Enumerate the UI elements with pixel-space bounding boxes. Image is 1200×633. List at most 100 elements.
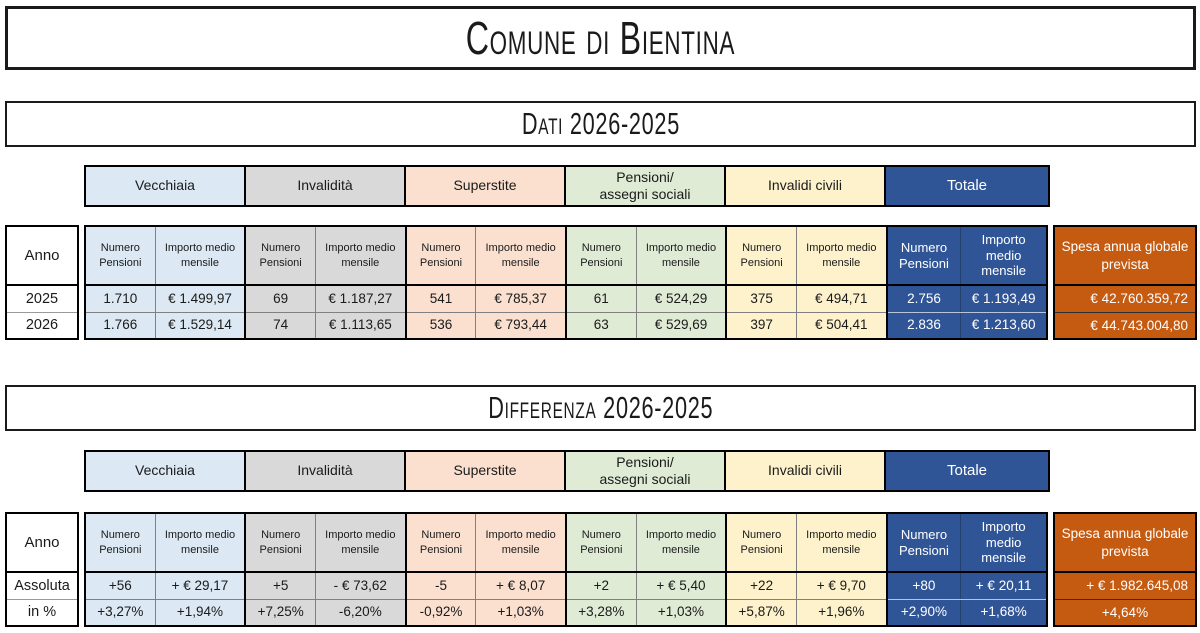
column-header-importo: Importo medio mensile bbox=[960, 225, 1048, 286]
category-header-totale: Totale bbox=[884, 166, 1049, 206]
data-cell: € 504,41 bbox=[795, 311, 888, 340]
row-label: 2026 bbox=[5, 311, 79, 340]
data-cell: -0,92% bbox=[404, 598, 477, 627]
spesa-value: + € 1.982.645,08 bbox=[1053, 571, 1197, 600]
data-cell: € 1.213,60 bbox=[960, 311, 1048, 340]
data-cell: € 494,71 bbox=[795, 284, 888, 313]
data-cell: 1.710 bbox=[84, 284, 156, 313]
report-title-box: Comune di Bientina bbox=[5, 6, 1196, 70]
spesa-value: € 42.760.359,72 bbox=[1053, 284, 1197, 313]
column-header-importo: Importo medio mensile bbox=[795, 512, 888, 573]
data-table-differenza: Numero Pensioni Importo medio mensile Nu… bbox=[84, 512, 1048, 627]
section-differenza-title-box: Differenza 2026-2025 bbox=[5, 385, 1196, 431]
column-header-numero: Numero Pensioni bbox=[564, 225, 637, 286]
section-dati-title: Dati 2026-2025 bbox=[521, 106, 680, 141]
data-cell: +1,96% bbox=[795, 598, 888, 627]
data-cell: 397 bbox=[725, 311, 797, 340]
column-header-numero: Numero Pensioni bbox=[725, 512, 797, 573]
row-label: in % bbox=[5, 598, 79, 627]
data-cell: 2.836 bbox=[885, 311, 962, 340]
anno-column-dati: Anno 2025 2026 bbox=[5, 225, 79, 340]
column-header-importo: Importo medio mensile bbox=[314, 225, 407, 286]
column-header-importo: Importo medio mensile bbox=[795, 225, 888, 286]
data-cell: + € 9,70 bbox=[795, 571, 888, 600]
data-cell: 2.756 bbox=[885, 284, 962, 313]
data-cell: 63 bbox=[564, 311, 637, 340]
data-cell: +56 bbox=[84, 571, 156, 600]
data-cell: € 1.113,65 bbox=[314, 311, 407, 340]
column-header-numero: Numero Pensioni bbox=[885, 225, 962, 286]
data-cell: +3,27% bbox=[84, 598, 156, 627]
data-cell: € 1.187,27 bbox=[314, 284, 407, 313]
category-header-invalidi-civili: Invalidi civili bbox=[724, 451, 885, 491]
row-label: Assoluta bbox=[5, 571, 79, 600]
category-band-differenza: Vecchiaia Invalidità Superstite Pensioni… bbox=[84, 450, 1050, 492]
data-cell: +5 bbox=[244, 571, 316, 600]
spesa-column-dati: Spesa annua globale prevista € 42.760.35… bbox=[1053, 225, 1197, 340]
column-header-numero: Numero Pensioni bbox=[404, 225, 477, 286]
data-cell: +80 bbox=[885, 571, 962, 600]
data-cell: 541 bbox=[404, 284, 477, 313]
data-cell: +5,87% bbox=[725, 598, 797, 627]
data-cell: -6,20% bbox=[314, 598, 407, 627]
category-band-dati: Vecchiaia Invalidità Superstite Pensioni… bbox=[84, 165, 1050, 207]
data-cell: € 529,69 bbox=[635, 311, 727, 340]
column-header-importo: Importo medio mensile bbox=[154, 225, 246, 286]
column-header-spesa: Spesa annua globale prevista bbox=[1053, 512, 1197, 573]
column-header-numero: Numero Pensioni bbox=[564, 512, 637, 573]
category-header-invalidi-civili: Invalidi civili bbox=[724, 166, 885, 206]
anno-column-differenza: Anno Assoluta in % bbox=[5, 512, 79, 627]
column-header-importo: Importo medio mensile bbox=[314, 512, 407, 573]
column-header-importo: Importo medio mensile bbox=[635, 225, 727, 286]
spesa-value: +4,64% bbox=[1053, 598, 1197, 627]
column-header-importo: Importo medio mensile bbox=[154, 512, 246, 573]
category-header-invalidita: Invalidità bbox=[244, 166, 405, 206]
data-cell: + € 20,11 bbox=[960, 571, 1048, 600]
data-cell: + € 29,17 bbox=[154, 571, 246, 600]
row-label: 2025 bbox=[5, 284, 79, 313]
data-cell: € 785,37 bbox=[475, 284, 567, 313]
category-header-invalidita: Invalidità bbox=[244, 451, 405, 491]
column-header-numero: Numero Pensioni bbox=[244, 512, 316, 573]
data-cell: € 1.193,49 bbox=[960, 284, 1048, 313]
data-cell: + € 5,40 bbox=[635, 571, 727, 600]
column-header-anno: Anno bbox=[5, 225, 79, 286]
column-header-numero: Numero Pensioni bbox=[404, 512, 477, 573]
column-header-numero: Numero Pensioni bbox=[84, 225, 156, 286]
data-cell: 69 bbox=[244, 284, 316, 313]
data-cell: +3,28% bbox=[564, 598, 637, 627]
data-cell: -5 bbox=[404, 571, 477, 600]
page-title: Comune di Bientina bbox=[465, 12, 736, 64]
category-header-superstite: Superstite bbox=[404, 166, 565, 206]
section-dati-title-box: Dati 2026-2025 bbox=[5, 101, 1196, 147]
data-cell: +1,68% bbox=[960, 598, 1048, 627]
category-header-vecchiaia: Vecchiaia bbox=[85, 166, 245, 206]
category-header-vecchiaia: Vecchiaia bbox=[85, 451, 245, 491]
column-header-anno: Anno bbox=[5, 512, 79, 573]
column-header-numero: Numero Pensioni bbox=[84, 512, 156, 573]
data-cell: € 524,29 bbox=[635, 284, 727, 313]
data-cell: +2,90% bbox=[885, 598, 962, 627]
category-header-pensioni: Pensioni/ assegni sociali bbox=[564, 451, 725, 491]
data-cell: 375 bbox=[725, 284, 797, 313]
data-cell: € 1.499,97 bbox=[154, 284, 246, 313]
data-table-dati: Numero Pensioni Importo medio mensile Nu… bbox=[84, 225, 1048, 340]
data-cell: 61 bbox=[564, 284, 637, 313]
data-cell: 74 bbox=[244, 311, 316, 340]
data-cell: 1.766 bbox=[84, 311, 156, 340]
category-header-pensioni: Pensioni/ assegni sociali bbox=[564, 166, 725, 206]
data-cell: +1,03% bbox=[635, 598, 727, 627]
spesa-column-differenza: Spesa annua globale prevista + € 1.982.6… bbox=[1053, 512, 1197, 627]
column-header-importo: Importo medio mensile bbox=[960, 512, 1048, 573]
category-header-superstite: Superstite bbox=[404, 451, 565, 491]
data-cell: +7,25% bbox=[244, 598, 316, 627]
column-header-importo: Importo medio mensile bbox=[475, 512, 567, 573]
spesa-value: € 44.743.004,80 bbox=[1053, 311, 1197, 340]
data-cell: € 793,44 bbox=[475, 311, 567, 340]
data-cell: +2 bbox=[564, 571, 637, 600]
data-cell: € 1.529,14 bbox=[154, 311, 246, 340]
category-header-totale: Totale bbox=[884, 451, 1049, 491]
column-header-numero: Numero Pensioni bbox=[244, 225, 316, 286]
column-header-numero: Numero Pensioni bbox=[885, 512, 962, 573]
